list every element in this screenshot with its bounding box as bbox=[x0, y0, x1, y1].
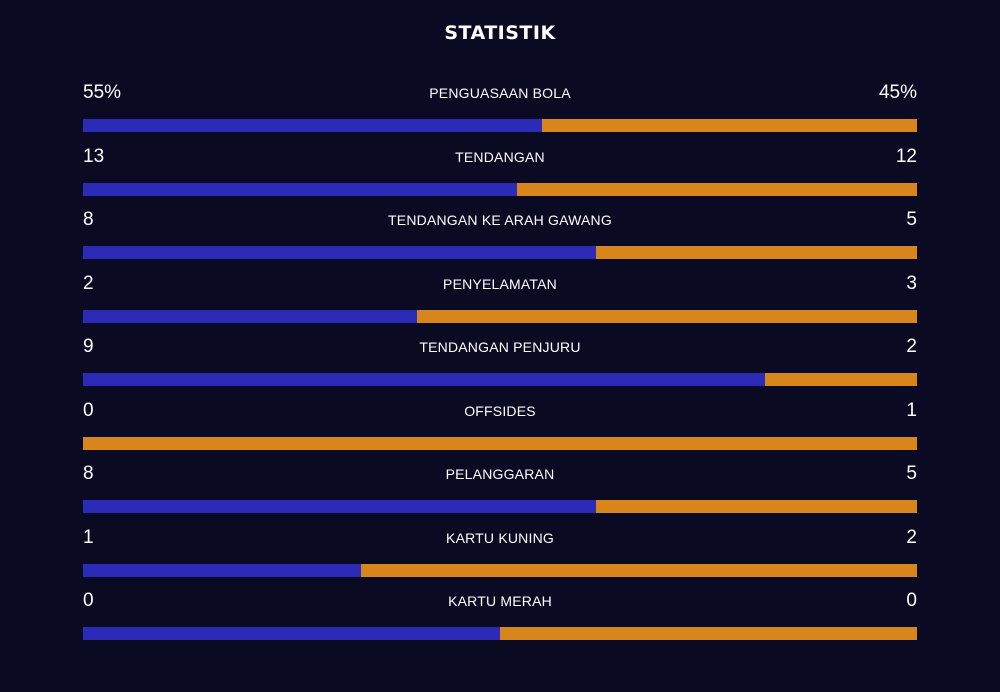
away-value: 5 bbox=[906, 463, 917, 484]
home-value: 1 bbox=[83, 526, 94, 548]
comparison-bar bbox=[83, 309, 917, 323]
home-bar-fill bbox=[83, 246, 596, 259]
stat-row-shots-on-target: 8 TENDANGAN KE ARAH GAWANG 5 bbox=[83, 207, 917, 271]
stat-label: TENDANGAN PENJURU bbox=[419, 339, 581, 355]
stat-header: 1 KARTU KUNING 2 bbox=[83, 525, 917, 551]
stat-label: PENYELAMATAN bbox=[443, 275, 557, 292]
comparison-bar bbox=[83, 119, 917, 132]
stat-row-red-cards: 0 KARTU MERAH 0 bbox=[83, 588, 917, 652]
stat-header: 55% PENGUASAAN BOLA 45% bbox=[83, 80, 917, 106]
stat-label: TENDANGAN bbox=[455, 148, 545, 165]
home-bar-fill bbox=[83, 373, 765, 386]
stat-label: TENDANGAN KE ARAH GAWANG bbox=[388, 212, 612, 228]
stat-row-possession: 55% PENGUASAAN BOLA 45% bbox=[83, 80, 917, 144]
home-bar-fill bbox=[83, 627, 500, 640]
home-bar-fill bbox=[83, 563, 361, 577]
home-bar-fill bbox=[83, 182, 517, 196]
comparison-bar bbox=[83, 246, 917, 259]
comparison-bar bbox=[83, 373, 917, 386]
stat-label: PENGUASAAN BOLA bbox=[429, 85, 571, 101]
stat-row-shots: 13 TENDANGAN 12 bbox=[83, 144, 917, 208]
stat-row-corners: 9 TENDANGAN PENJURU 2 bbox=[83, 334, 917, 398]
away-value: 1 bbox=[906, 399, 917, 421]
comparison-bar bbox=[83, 500, 917, 513]
stat-header: 8 TENDANGAN KE ARAH GAWANG 5 bbox=[83, 207, 917, 233]
home-value: 13 bbox=[83, 145, 105, 167]
page-title: STATISTIK bbox=[444, 22, 556, 44]
home-bar-fill bbox=[83, 500, 596, 513]
stats-list: 55% PENGUASAAN BOLA 45% 13 TENDANGAN 12 … bbox=[83, 80, 917, 652]
stat-header: 13 TENDANGAN 12 bbox=[83, 144, 917, 170]
home-value: 0 bbox=[83, 590, 94, 611]
stat-row-yellow-cards: 1 KARTU KUNING 2 bbox=[83, 525, 917, 589]
stat-row-fouls: 8 PELANGGARAN 5 bbox=[83, 461, 917, 525]
stat-row-saves: 2 PENYELAMATAN 3 bbox=[83, 271, 917, 335]
home-value: 8 bbox=[83, 209, 94, 230]
away-value: 45% bbox=[878, 82, 917, 103]
away-value: 0 bbox=[906, 590, 917, 611]
comparison-bar bbox=[83, 182, 917, 196]
stat-header: 9 TENDANGAN PENJURU 2 bbox=[83, 334, 917, 360]
stat-header: 0 OFFSIDES 1 bbox=[83, 398, 917, 424]
stat-label: OFFSIDES bbox=[464, 402, 536, 419]
stat-header: 8 PELANGGARAN 5 bbox=[83, 461, 917, 487]
stat-header: 2 PENYELAMATAN 3 bbox=[83, 271, 917, 297]
home-value: 8 bbox=[83, 463, 94, 484]
home-value: 0 bbox=[83, 399, 94, 421]
home-bar-fill bbox=[83, 309, 417, 323]
home-value: 2 bbox=[83, 272, 94, 294]
away-value: 3 bbox=[906, 272, 917, 294]
stat-header: 0 KARTU MERAH 0 bbox=[83, 588, 917, 614]
away-value: 5 bbox=[906, 209, 917, 230]
stat-label: PELANGGARAN bbox=[445, 466, 555, 482]
away-value: 2 bbox=[906, 336, 917, 357]
stat-label: KARTU MERAH bbox=[448, 593, 552, 609]
stat-label: KARTU KUNING bbox=[446, 529, 554, 546]
comparison-bar bbox=[83, 627, 917, 640]
comparison-bar bbox=[83, 563, 917, 577]
stat-row-offsides: 0 OFFSIDES 1 bbox=[83, 398, 917, 462]
home-value: 9 bbox=[83, 336, 94, 357]
home-value: 55% bbox=[83, 82, 122, 103]
comparison-bar bbox=[83, 436, 917, 450]
home-bar-fill bbox=[83, 119, 542, 132]
away-value: 12 bbox=[895, 145, 917, 167]
away-value: 2 bbox=[906, 526, 917, 548]
